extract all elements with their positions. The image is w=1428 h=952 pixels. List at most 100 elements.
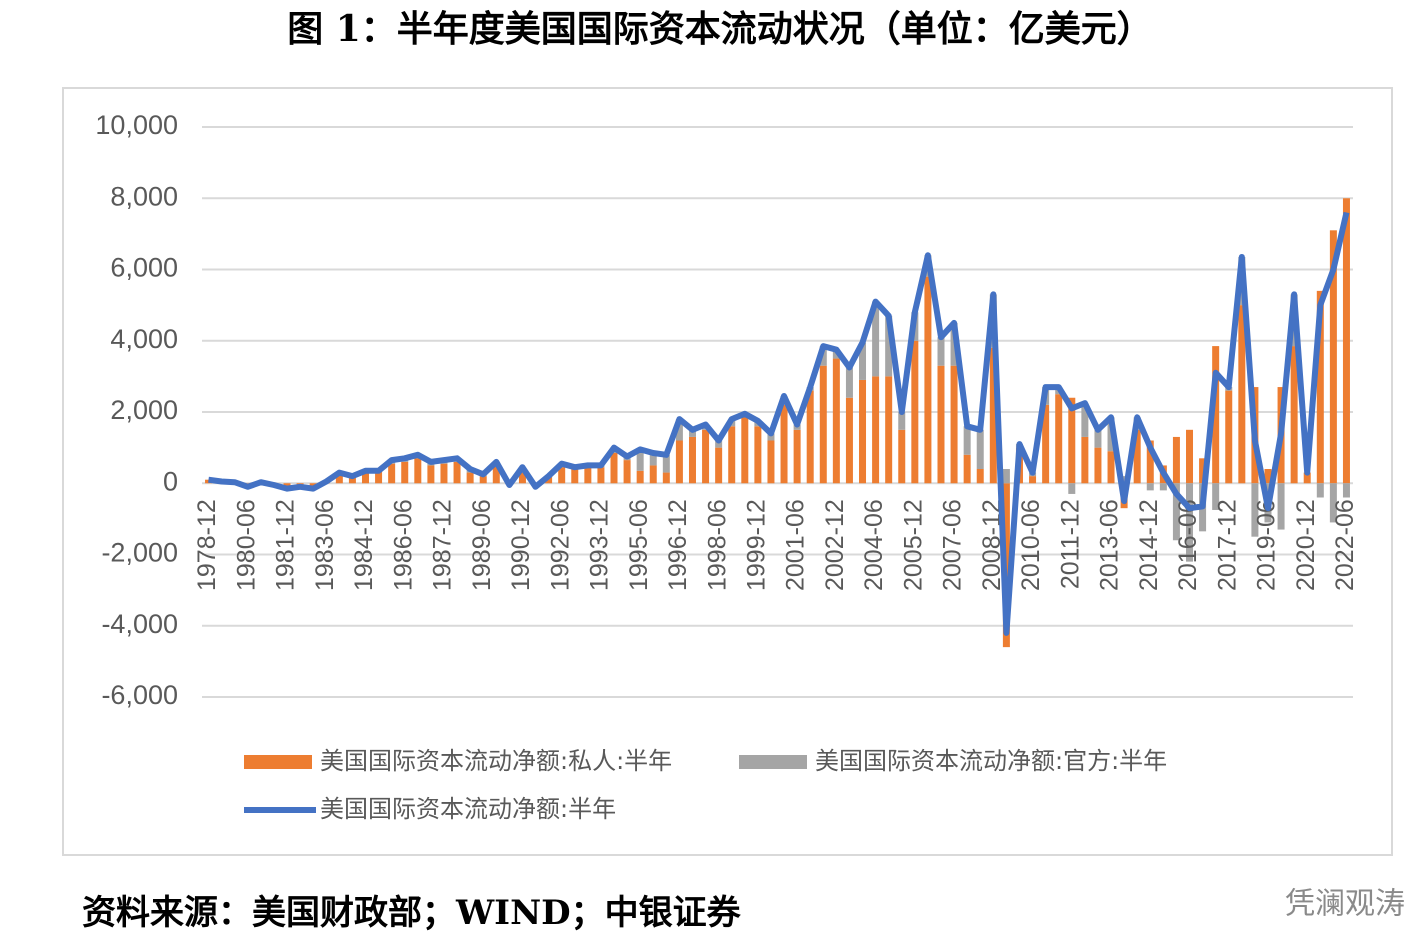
x-tick-label: 2004-06 <box>860 499 888 591</box>
bar <box>1316 483 1324 498</box>
chart-title: 图 1：半年度美国国际资本流动状况（单位：亿美元） <box>287 8 1153 50</box>
bar <box>662 454 670 473</box>
bar <box>1029 476 1037 484</box>
bar <box>1107 451 1115 484</box>
watermark: 凭澜观涛 <box>1285 887 1405 922</box>
bar <box>767 433 775 441</box>
bar <box>466 472 474 484</box>
bar <box>1342 198 1350 484</box>
bar <box>859 379 867 484</box>
bar <box>571 469 579 484</box>
bar <box>885 315 893 377</box>
y-tick-label: 8,000 <box>110 181 178 211</box>
bar <box>1002 469 1010 484</box>
x-tick-label: 2005-12 <box>899 499 927 591</box>
bar <box>440 463 448 484</box>
bar <box>597 467 605 484</box>
bar <box>1159 483 1167 491</box>
bar <box>859 342 867 380</box>
bar <box>937 365 945 484</box>
bar <box>1303 472 1311 484</box>
bar <box>636 470 644 484</box>
y-tick-label: -4,000 <box>101 609 178 639</box>
bar <box>1042 404 1050 484</box>
bar <box>819 365 827 484</box>
bar <box>584 467 592 484</box>
bar <box>832 358 840 484</box>
x-tick-label: 2007-06 <box>939 499 967 591</box>
bar <box>388 463 396 484</box>
bar <box>780 404 788 484</box>
y-tick-label: 6,000 <box>110 253 178 283</box>
bar <box>1329 230 1337 484</box>
bar <box>1225 390 1233 484</box>
source-note: 资料来源：美国财政部；WIND；中银证券 <box>82 893 742 933</box>
y-tick-label: 4,000 <box>110 324 178 354</box>
bar <box>898 429 906 484</box>
bar <box>688 436 696 484</box>
x-tick-label: 1984-12 <box>350 499 378 591</box>
bar <box>937 337 945 366</box>
bar <box>793 429 801 484</box>
bar <box>1238 305 1246 484</box>
bar <box>885 376 893 484</box>
x-tick-label: 1989-06 <box>468 499 496 591</box>
bar <box>728 426 736 484</box>
bar <box>872 376 880 484</box>
x-tick-label: 2020-12 <box>1292 499 1320 591</box>
bar <box>375 470 383 484</box>
bar <box>715 440 723 448</box>
bar <box>1068 483 1076 494</box>
x-tick-label: 1998-06 <box>703 499 731 591</box>
bar <box>1290 346 1298 484</box>
bar <box>976 469 984 484</box>
bar <box>361 472 369 484</box>
x-tick-label: 2011-12 <box>1056 499 1084 589</box>
bar <box>610 452 618 484</box>
bar <box>1146 483 1154 491</box>
x-tick-label: 1986-06 <box>389 499 417 591</box>
bar <box>1172 483 1180 541</box>
legend-label: 美国国际资本流动净额:官方:半年 <box>815 747 1167 775</box>
x-tick-label: 1993-12 <box>586 499 614 591</box>
legend-swatch <box>739 755 807 769</box>
x-tick-label: 2010-06 <box>1017 499 1045 591</box>
bar <box>963 454 971 484</box>
y-tick-label: -2,000 <box>101 538 178 568</box>
bar <box>1068 397 1076 484</box>
bar <box>1212 483 1220 510</box>
bar <box>989 347 997 484</box>
bar <box>1212 346 1220 484</box>
bar <box>754 426 762 484</box>
chart-frame <box>62 87 1393 856</box>
x-tick-label: 2017-12 <box>1213 499 1241 591</box>
x-tick-label: 1992-06 <box>546 499 574 591</box>
x-tick-label: 2019-06 <box>1253 499 1281 591</box>
bar <box>518 472 526 484</box>
bar <box>1264 469 1272 484</box>
bar <box>715 447 723 484</box>
bar <box>1094 447 1102 484</box>
bar <box>1094 429 1102 448</box>
bar <box>741 415 749 484</box>
legend-swatch <box>244 755 312 769</box>
line-series <box>208 211 1350 636</box>
bar <box>558 467 566 484</box>
bar <box>845 367 853 398</box>
bar <box>767 440 775 484</box>
bar <box>702 429 710 484</box>
x-tick-label: 2013-06 <box>1096 499 1124 591</box>
bar <box>1146 440 1154 484</box>
bar <box>1251 483 1259 537</box>
bar <box>309 483 317 487</box>
bar <box>1186 483 1194 562</box>
bar <box>1199 458 1207 484</box>
bar <box>335 474 343 484</box>
x-tick-label: 2022-06 <box>1331 499 1359 591</box>
y-tick-label: 2,000 <box>110 395 178 425</box>
bar <box>950 365 958 484</box>
y-tick-label: 0 <box>163 466 178 496</box>
bar <box>1329 483 1337 523</box>
bar <box>414 458 422 484</box>
